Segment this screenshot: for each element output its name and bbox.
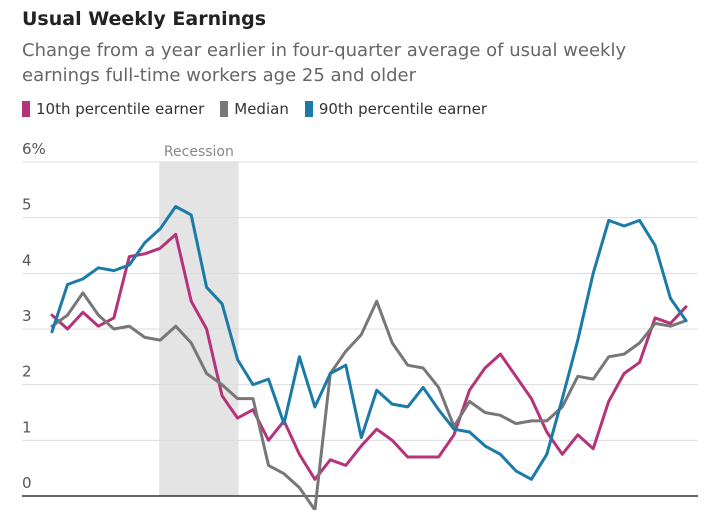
y-tick-label: 3 [22, 307, 32, 325]
chart-title: Usual Weekly Earnings [22, 8, 267, 30]
legend-swatch-10th-percentile [22, 101, 30, 117]
legend-item-10th-percentile: 10th percentile earner [22, 100, 204, 118]
legend-label-median: Median [234, 100, 289, 118]
series-line-median [50, 291, 688, 510]
legend-swatch-median [220, 101, 229, 117]
y-tick-label: 4 [22, 251, 32, 269]
y-tick-label: 1 [22, 418, 32, 436]
legend-label-90th-percentile: 90th percentile earner [318, 100, 488, 118]
series-line-10th-percentile [50, 232, 688, 481]
y-tick-label: 2 [22, 363, 32, 381]
series-line-90th-percentile [50, 205, 688, 481]
legend-label-10th-percentile: 10th percentile earner [36, 100, 205, 118]
legend-item-median: Median [220, 100, 289, 118]
y-tick-label: 0 [22, 474, 32, 492]
legend-item-90th-percentile: 90th percentile earner [304, 100, 488, 118]
y-tick-label: 6% [22, 140, 46, 158]
legend-swatch-90th-percentile [304, 101, 313, 117]
recession-band-label: Recession [164, 144, 234, 160]
y-tick-label: 5 [22, 196, 32, 214]
chart-subtitle: Change from a year earlier in four-quart… [22, 40, 627, 86]
chart-legend: 10th percentile earner Median 90th perce… [22, 100, 503, 118]
